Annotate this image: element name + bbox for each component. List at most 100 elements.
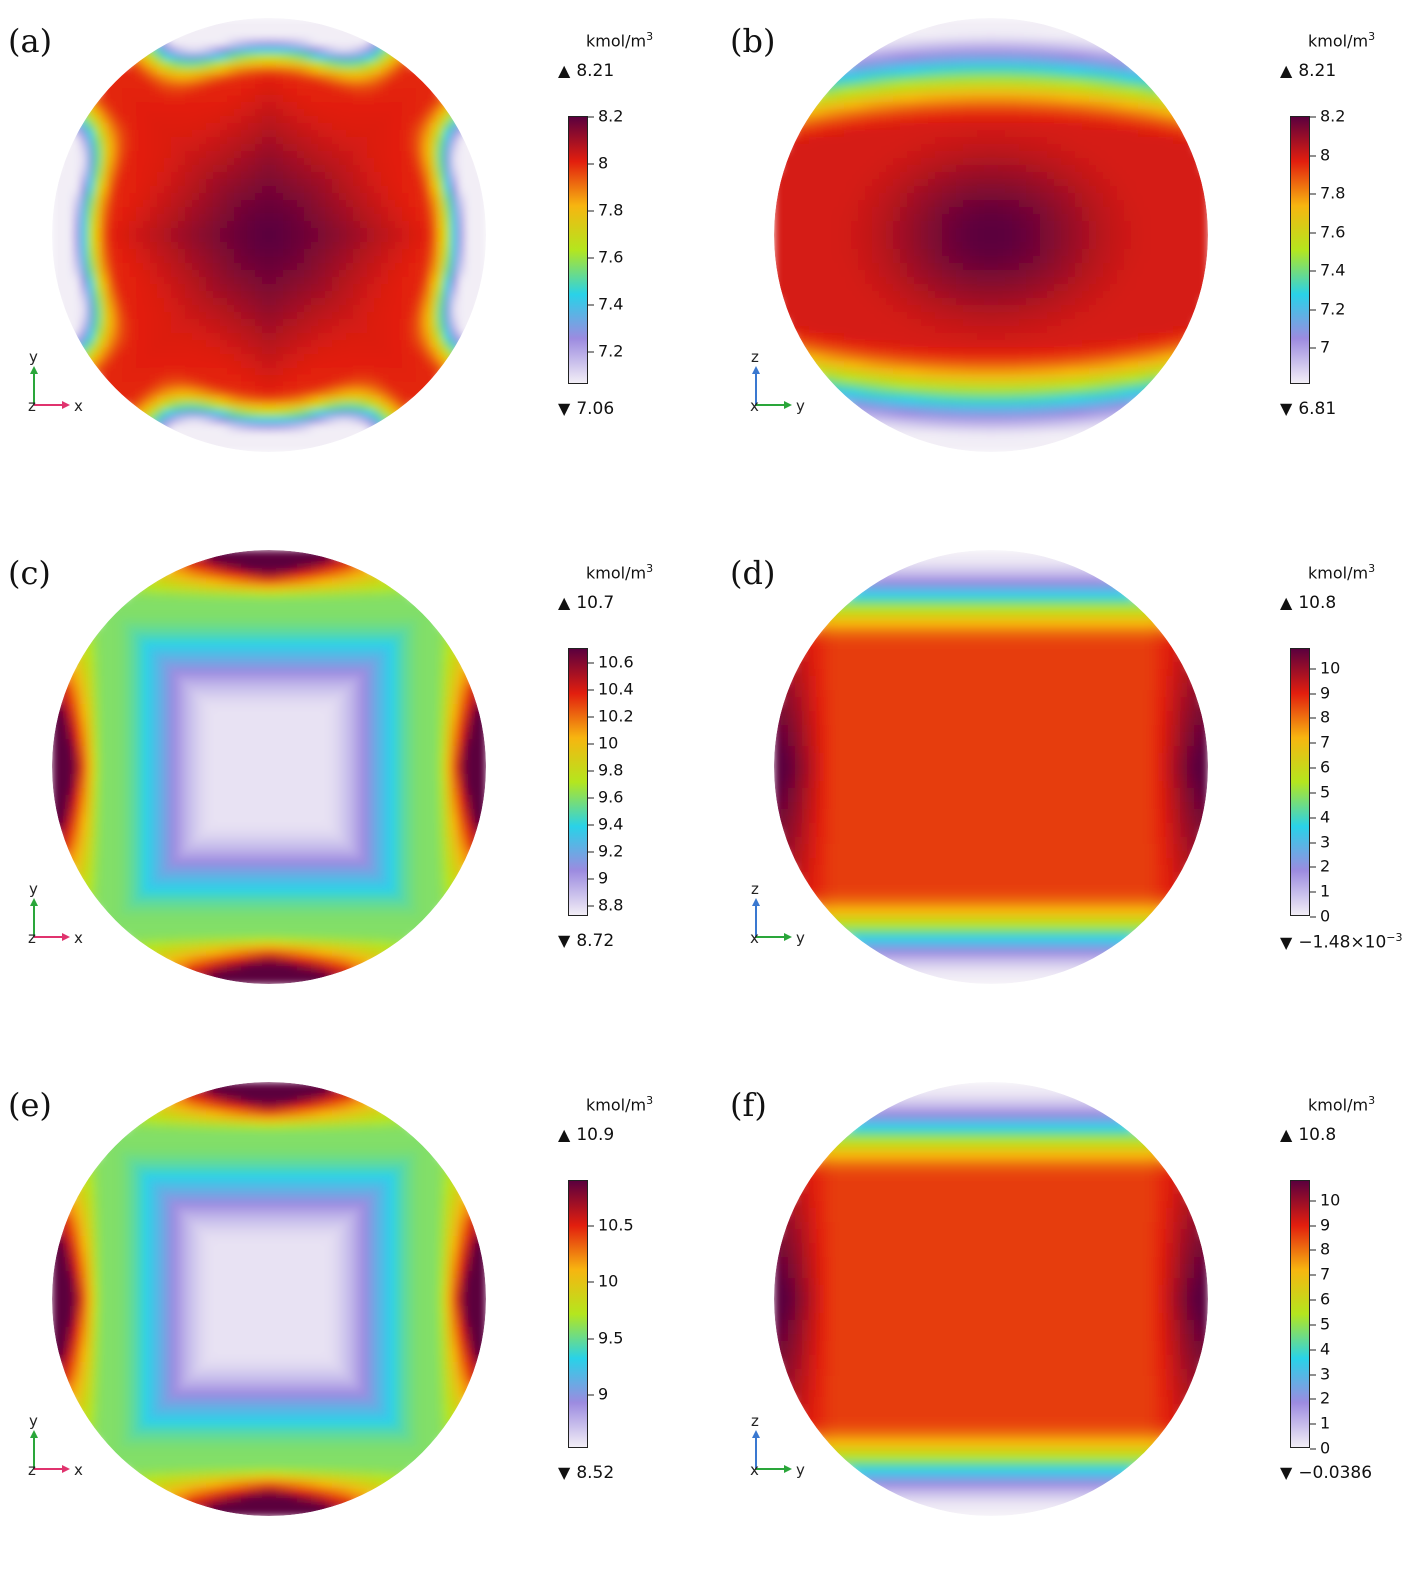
max-triangle-icon: ▲ <box>1280 593 1292 612</box>
max-value: ▲10.8 <box>1280 593 1336 613</box>
axis-up-label: y <box>29 1412 38 1430</box>
colorbar-tick-label: 9 <box>1310 1215 1330 1234</box>
colorbar-tick-label: 7.6 <box>1310 222 1345 241</box>
colorbar-tick-label: 4 <box>1310 807 1330 826</box>
colorbar-tick-label: 10 <box>588 1272 618 1291</box>
colorbar-tick-label: 9.4 <box>588 814 623 833</box>
colorbar-tick-label: 0 <box>1310 907 1330 926</box>
axis-triad: y x z <box>22 1414 102 1484</box>
colorbar-tick-label: 8 <box>588 154 608 173</box>
colorbar-tick-label: 8 <box>1310 145 1330 164</box>
colorbar-tick-label: 5 <box>1310 782 1330 801</box>
max-triangle-icon: ▲ <box>1280 1125 1292 1144</box>
colorbar-tick-label: 9 <box>588 869 608 888</box>
max-triangle-icon: ▲ <box>558 61 570 80</box>
colorbar-tick-label: 9.6 <box>588 787 623 806</box>
axis-out-label: x <box>750 929 759 947</box>
colorbar-tick-label: 8.2 <box>588 107 623 126</box>
colorbar-tick-label: 1 <box>1310 882 1330 901</box>
colorbar-tick-label: 9.5 <box>588 1328 623 1347</box>
unit-label: kmol/m3 <box>586 562 653 582</box>
min-triangle-icon: ▼ <box>558 399 570 418</box>
min-value: ▼7.06 <box>558 399 614 419</box>
axis-up-label: z <box>751 880 759 898</box>
axis-up-label: z <box>751 348 759 366</box>
axis-out-label: z <box>28 397 36 415</box>
colorbar-tick-label: 10.2 <box>588 706 634 725</box>
unit-label: kmol/m3 <box>1308 1094 1375 1114</box>
max-value: ▲10.8 <box>1280 1125 1336 1145</box>
min-triangle-icon: ▼ <box>1280 399 1292 418</box>
concentration-field <box>774 1082 1208 1516</box>
colorbar-tick-label: 1 <box>1310 1414 1330 1433</box>
min-value: ▼6.81 <box>1280 399 1336 419</box>
axis-triad: z y x <box>744 882 824 952</box>
concentration-disk <box>774 18 1208 452</box>
panel-label: (a) <box>8 22 52 60</box>
axis-right-label: y <box>796 1461 805 1479</box>
colorbar-tick-label: 3 <box>1310 832 1330 851</box>
colorbar-tick-label: 9 <box>1310 683 1330 702</box>
max-triangle-icon: ▲ <box>558 593 570 612</box>
colorbar-tick-label: 9 <box>588 1384 608 1403</box>
axis-triad: y x z <box>22 882 102 952</box>
colorbar-tick-label: 7.2 <box>588 342 623 361</box>
colorbar-tick-label: 8.2 <box>1310 107 1345 126</box>
concentration-disk <box>774 550 1208 984</box>
colorbar-tick-label: 10 <box>1310 658 1340 677</box>
concentration-disk <box>52 18 486 452</box>
axis-triad: y x z <box>22 350 102 420</box>
axis-out-label: x <box>750 1461 759 1479</box>
concentration-field <box>774 550 1208 984</box>
min-triangle-icon: ▼ <box>558 1463 570 1482</box>
max-triangle-icon: ▲ <box>558 1125 570 1144</box>
axis-triad-graphic: y x z <box>22 1414 102 1484</box>
colorbar-tick-label: 8.8 <box>588 896 623 915</box>
colorbar-tick-label: 5 <box>1310 1314 1330 1333</box>
colorbar <box>568 1180 588 1448</box>
colorbar-tick-label: 7.4 <box>588 295 623 314</box>
concentration-field <box>774 18 1208 452</box>
max-triangle-icon: ▲ <box>1280 61 1292 80</box>
axis-out-label: z <box>28 1461 36 1479</box>
panel-label: (e) <box>8 1086 52 1124</box>
min-value: ▼−0.0386 <box>1280 1463 1372 1483</box>
colorbar-tick-label: 2 <box>1310 1389 1330 1408</box>
colorbar <box>1290 1180 1310 1448</box>
colorbar-tick-label: 7 <box>1310 1265 1330 1284</box>
axis-right-label: x <box>74 397 83 415</box>
panel-label: (d) <box>730 554 775 592</box>
axis-triad: z y x <box>744 1414 824 1484</box>
colorbar <box>568 648 588 916</box>
colorbar <box>1290 648 1310 916</box>
colorbar-tick-label: 4 <box>1310 1339 1330 1358</box>
concentration-disk <box>52 1082 486 1516</box>
axis-right-label: y <box>796 397 805 415</box>
axis-right-label: x <box>74 1461 83 1479</box>
colorbar-tick-label: 3 <box>1310 1364 1330 1383</box>
colorbar-tick-label: 7.2 <box>1310 299 1345 318</box>
min-value: ▼8.72 <box>558 931 614 951</box>
axis-triad-graphic: z y x <box>744 882 824 952</box>
max-value: ▲10.7 <box>558 593 614 613</box>
unit-label: kmol/m3 <box>586 30 653 50</box>
min-triangle-icon: ▼ <box>1280 1463 1292 1482</box>
colorbar-ticks: 10.5 10 9.5 9 <box>588 1180 678 1448</box>
colorbar-tick-label: 9.8 <box>588 760 623 779</box>
concentration-field <box>52 1082 486 1516</box>
colorbar-tick-label: 9.2 <box>588 842 623 861</box>
colorbar-tick-label: 10.6 <box>588 652 634 671</box>
axis-triad-graphic: z y x <box>744 1414 824 1484</box>
colorbar-tick-label: 7.6 <box>588 248 623 267</box>
colorbar-tick-label: 10.5 <box>588 1216 634 1235</box>
max-value: ▲8.21 <box>1280 61 1336 81</box>
colorbar-tick-label: 10 <box>1310 1190 1340 1209</box>
unit-label: kmol/m3 <box>586 1094 653 1114</box>
